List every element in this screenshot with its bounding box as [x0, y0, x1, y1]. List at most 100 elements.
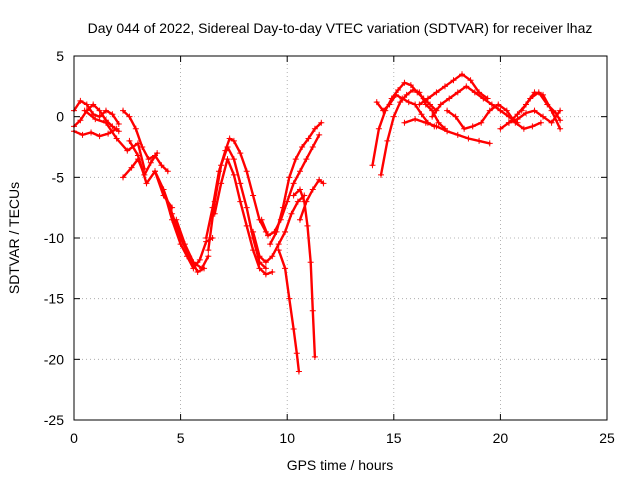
data-point — [395, 86, 402, 93]
data-point — [243, 222, 250, 229]
x-axis-tick-labels: 0 5 10 15 20 25 — [70, 430, 615, 446]
data-point — [461, 125, 468, 132]
data-point — [124, 147, 131, 154]
data-point — [237, 198, 244, 205]
data-point — [444, 107, 451, 114]
series-pass-17 — [275, 247, 302, 375]
data-point — [139, 144, 146, 150]
series-trace — [260, 133, 321, 237]
data-point — [134, 152, 141, 159]
data-point — [544, 101, 551, 108]
data-point — [294, 198, 301, 205]
data-point — [309, 307, 316, 314]
data-point — [548, 119, 555, 126]
data-point — [435, 119, 442, 126]
data-point — [522, 110, 529, 117]
data-point — [486, 140, 493, 147]
data-point — [412, 116, 419, 123]
data-point — [198, 265, 205, 272]
data-point — [488, 101, 495, 108]
data-point — [537, 119, 544, 126]
data-point — [424, 95, 431, 102]
data-point — [77, 97, 84, 104]
data-point — [401, 119, 408, 126]
data-point — [269, 268, 276, 275]
x-tick-label: 25 — [599, 430, 615, 446]
data-point — [120, 174, 127, 181]
data-point — [205, 253, 212, 260]
data-point — [126, 137, 133, 144]
data-point — [405, 99, 412, 106]
data-point — [90, 101, 97, 108]
data-point — [407, 82, 414, 89]
data-point — [309, 186, 316, 193]
axis-ticks — [73, 55, 608, 421]
data-point — [304, 222, 311, 229]
data-point — [465, 135, 472, 142]
data-point — [88, 129, 95, 136]
data-point — [433, 89, 440, 96]
series-pass-5 — [120, 107, 171, 175]
data-point — [269, 253, 276, 260]
data-point — [258, 216, 265, 223]
data-point — [303, 156, 310, 163]
data-point — [309, 144, 316, 150]
series-trace — [162, 188, 206, 274]
data-point — [397, 99, 404, 106]
y-tick-label: -10 — [44, 230, 64, 246]
data-point — [552, 110, 559, 117]
data-point — [147, 159, 154, 166]
data-point — [158, 162, 165, 169]
data-point — [250, 192, 257, 199]
data-point — [307, 259, 314, 266]
data-point — [296, 168, 303, 175]
data-point — [120, 107, 127, 114]
data-point — [316, 176, 323, 183]
data-point — [250, 247, 257, 254]
data-point — [115, 120, 122, 127]
data-point — [478, 119, 485, 126]
series-pass-13 — [211, 156, 276, 278]
series-pass-14 — [250, 192, 308, 266]
data-point — [286, 174, 293, 181]
data-point — [316, 131, 323, 138]
data-point — [422, 101, 429, 108]
data-point — [169, 210, 176, 217]
data-point — [282, 265, 289, 272]
data-point — [290, 180, 297, 187]
data-point — [452, 113, 459, 120]
data-point — [378, 171, 385, 178]
data-point — [267, 241, 274, 248]
data-point — [454, 131, 461, 138]
data-point — [299, 144, 306, 150]
data-point — [471, 89, 478, 96]
y-tick-label: -5 — [52, 169, 65, 185]
data-point — [557, 125, 564, 132]
data-point — [224, 156, 231, 163]
data-point — [205, 247, 212, 254]
series-pass-29 — [518, 89, 564, 124]
data-point — [409, 86, 416, 93]
x-tick-label: 0 — [70, 430, 78, 446]
data-point — [196, 256, 203, 263]
x-tick-label: 20 — [493, 430, 509, 446]
data-point — [463, 83, 470, 90]
series-trace — [213, 157, 274, 276]
series-pass-19 — [296, 176, 327, 223]
data-point — [262, 271, 269, 278]
series-pass-16 — [267, 119, 325, 248]
series-pass-12 — [205, 144, 269, 272]
data-point — [256, 265, 263, 272]
data-point — [384, 137, 391, 144]
data-point — [459, 71, 466, 78]
data-point — [303, 198, 310, 205]
data-point — [102, 107, 109, 114]
data-point — [296, 216, 303, 223]
data-point — [194, 268, 201, 275]
data-point — [262, 259, 269, 266]
data-point — [433, 123, 440, 130]
y-tick-label: 5 — [56, 48, 64, 64]
data-point — [275, 241, 282, 248]
data-point — [173, 216, 180, 223]
